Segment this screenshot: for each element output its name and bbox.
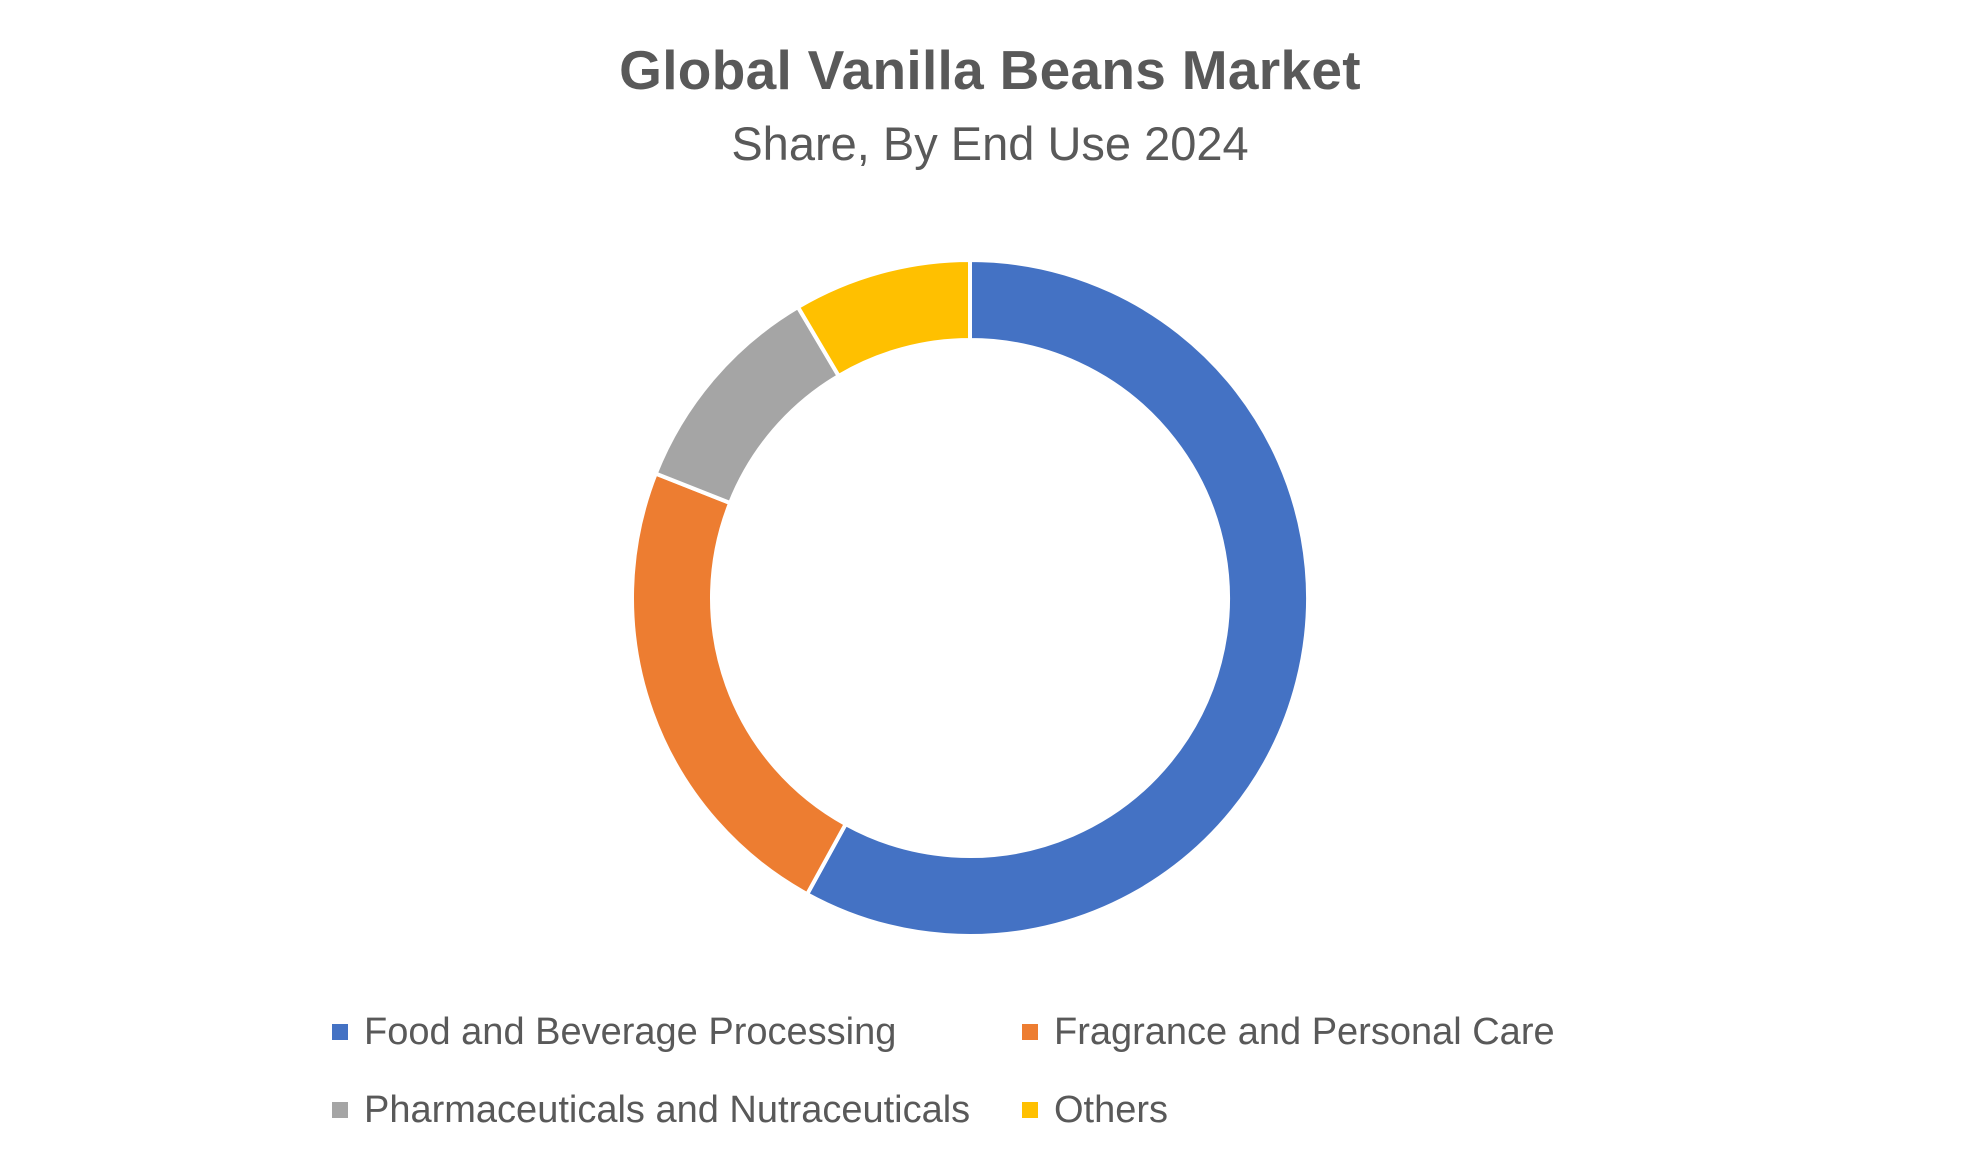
legend-swatch: [1022, 1102, 1038, 1118]
donut-slice-food-and-beverage: [804, 257, 1310, 938]
chart-subtitle: Share, By End Use 2024: [731, 117, 1249, 170]
legend-swatch: [332, 1024, 348, 1040]
legend-label: Food and Beverage Processing: [364, 1010, 897, 1053]
donut-slice-fragrance-and-personal-care: [630, 470, 849, 897]
legend-label: Pharmaceuticals and Nutraceuticals: [364, 1088, 971, 1131]
legend-item-fragrance-and-personal-care: Fragrance and Personal Care: [1022, 1007, 1555, 1057]
legend-swatch: [332, 1102, 348, 1118]
donut-slice-pharmaceuticals-and-nutraceuticals: [653, 304, 842, 506]
legend-item-others: Others: [1022, 1085, 1168, 1135]
legend-item-pharmaceuticals-and-nutraceuticals: Pharmaceuticals and Nutraceuticals: [332, 1085, 970, 1135]
donut-slice-others: [795, 257, 972, 379]
chart-title: Global Vanilla Beans Market: [619, 39, 1361, 101]
legend-item-food-and-beverage: Food and Beverage Processing: [332, 1007, 896, 1057]
legend-label: Others: [1054, 1088, 1169, 1131]
legend-label: Fragrance and Personal Care: [1054, 1010, 1555, 1053]
legend-swatch: [1022, 1024, 1038, 1040]
